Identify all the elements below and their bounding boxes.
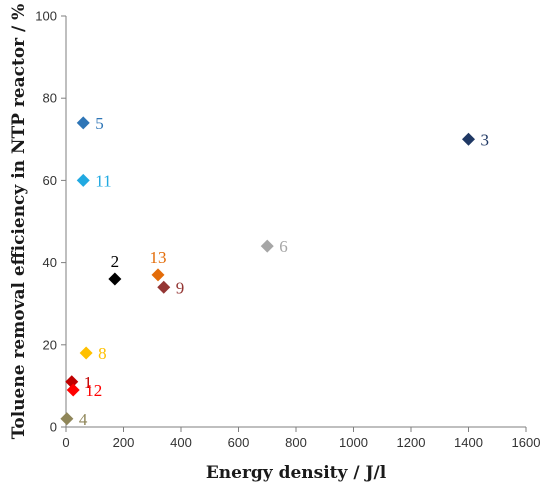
data-point-label: 4: [79, 410, 88, 429]
y-tick-label: 80: [43, 91, 57, 106]
data-point-label: 9: [176, 278, 185, 297]
data-point-label: 6: [279, 237, 288, 256]
data-point-label: 12: [85, 381, 102, 400]
x-tick-label: 1400: [454, 435, 483, 450]
data-point-label: 1: [84, 373, 93, 392]
data-point-3: [462, 132, 475, 146]
data-point-1: [65, 375, 79, 389]
data-point-label: 8: [98, 344, 107, 363]
data-point-label: 3: [481, 130, 490, 149]
x-tick-label: 200: [113, 435, 135, 450]
data-point-13: [151, 268, 165, 282]
y-tick-label: 0: [50, 420, 57, 435]
data-point-11: [76, 173, 90, 187]
data-point-label: 2: [111, 252, 120, 271]
y-tick-label: 40: [43, 255, 57, 270]
y-tick-label: 60: [43, 173, 57, 188]
axes: 0 200 400 600 800 1000 1200 1400 1600 0 20 40 60 80 10…: [35, 9, 540, 451]
y-tick-label: 20: [43, 337, 57, 352]
x-tick-label: 800: [285, 435, 307, 450]
data-point-9: [157, 280, 171, 294]
data-point-label: 5: [95, 114, 104, 133]
data-point-label: 11: [95, 171, 111, 190]
x-axis-title: Energy density / J/l: [206, 463, 387, 483]
data-point-2: [108, 272, 122, 286]
data-point-12: [66, 383, 80, 397]
data-point-6: [260, 239, 274, 253]
data-point-5: [76, 116, 90, 130]
x-tick-label: 0: [62, 435, 69, 450]
x-tick-label: 1200: [397, 435, 426, 450]
x-tick-label: 600: [228, 435, 250, 450]
data-point-4: [60, 412, 74, 426]
y-axis-title: Toluene removal efficiency in NTP reacto…: [9, 4, 29, 440]
x-tick-label: 1000: [339, 435, 368, 450]
data-point-label: 13: [150, 248, 167, 267]
x-tick-label: 400: [170, 435, 192, 450]
x-tick-label: 1600: [512, 435, 541, 450]
y-tick-label: 100: [35, 9, 57, 24]
data-point-8: [79, 346, 93, 360]
